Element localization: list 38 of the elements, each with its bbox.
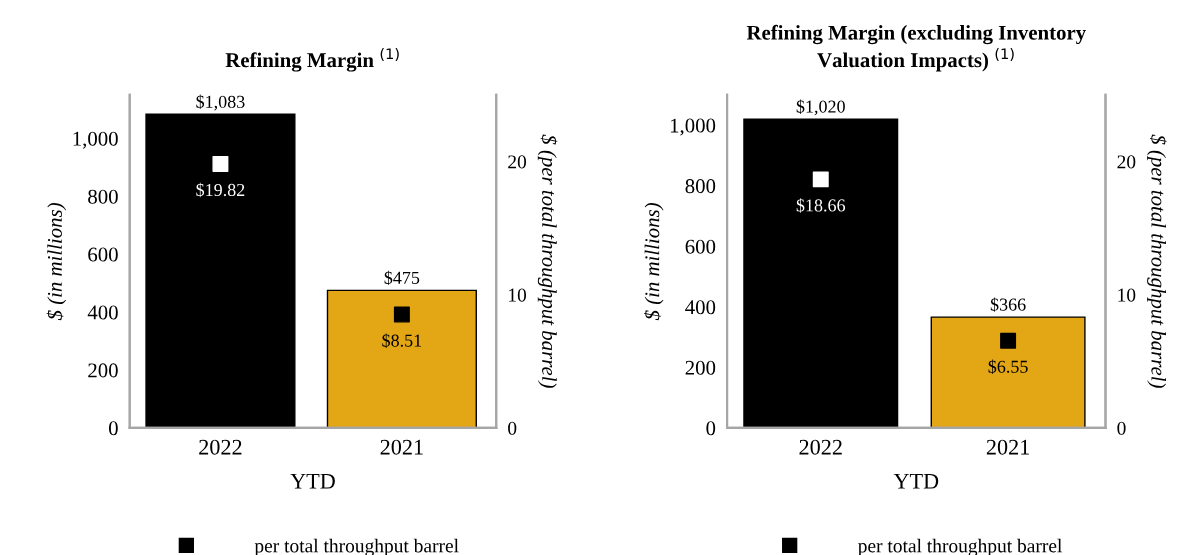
y2-tick-label: 20: [508, 155, 527, 169]
y-tick-label: 800: [88, 189, 118, 204]
data-label: $475: [384, 270, 420, 286]
y-tick-label: 600: [88, 247, 118, 262]
data-label: $366: [990, 297, 1026, 312]
x-axis-title: YTD: [290, 473, 335, 489]
data-label: $8.51: [382, 333, 422, 348]
chart-title: Refining Margin (excluding Inventory Valuation Impacts) $^{(1)}$: [746, 24, 1086, 72]
y-axis-title: $ (in millions): [644, 203, 664, 321]
y-tick-label: 0: [706, 421, 716, 436]
y-tick-label: 400: [87, 305, 118, 320]
data-label: $1,083: [196, 94, 245, 111]
y-tick-label: 200: [685, 360, 716, 375]
data-label: $6.55: [988, 359, 1028, 375]
y-tick-label: 600: [685, 239, 716, 254]
y2-axis-title: $ (per total throughput barrel): [537, 134, 558, 388]
y-tick-label: 0: [108, 421, 118, 436]
y-tick-label: 1,000: [670, 118, 716, 136]
y2-tick-label: 20: [1117, 155, 1136, 169]
x-tick-label: 2021: [380, 439, 423, 455]
y2-tick-label: 0: [508, 421, 517, 435]
x-axis-title: YTD: [893, 473, 939, 489]
y2-axis-title: $ (per total throughput barrel): [1147, 134, 1167, 388]
y-tick-label: 1,000: [73, 131, 118, 149]
x-tick-label: 2022: [799, 439, 842, 455]
y-tick-label: 200: [88, 363, 118, 378]
y2-tick-label: 10: [1118, 288, 1136, 302]
x-tick-label: 2021: [986, 439, 1029, 455]
x-tick-label: 2022: [199, 439, 242, 455]
y2-tick-label: 0: [1117, 421, 1126, 435]
y2-tick-label: 10: [509, 288, 527, 302]
chart-title: Refining Margin $^{(1)}$: [225, 47, 399, 72]
y-tick-label: 800: [685, 179, 716, 194]
data-label: $18.66: [796, 198, 846, 213]
y-tick-label: 400: [685, 300, 716, 315]
data-label: $19.82: [196, 182, 245, 198]
data-label: $1,020: [796, 99, 845, 116]
y-axis-title: $ (in millions): [46, 203, 67, 321]
